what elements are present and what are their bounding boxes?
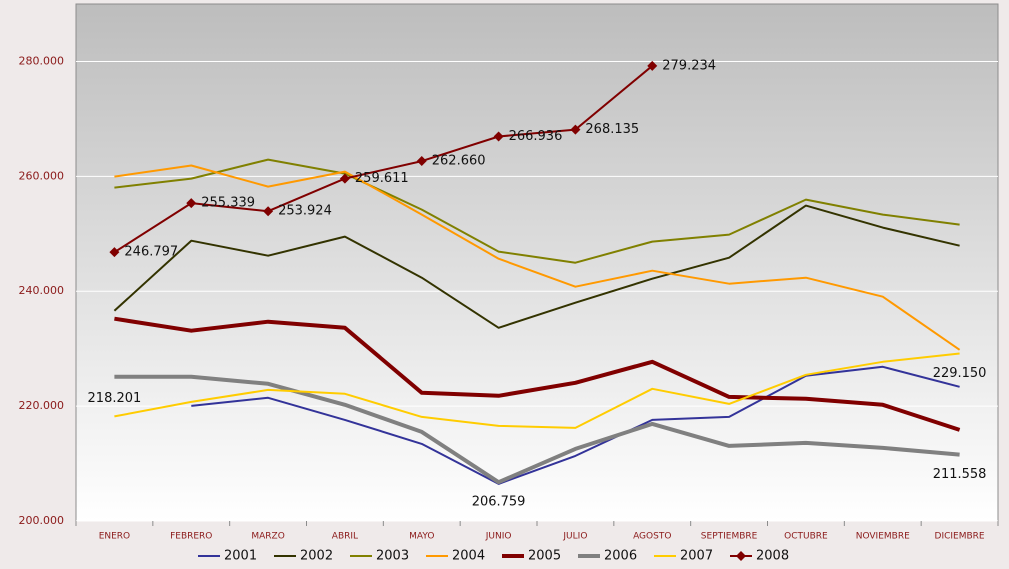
y-tick-label: 200.000	[19, 514, 65, 527]
marker	[493, 131, 504, 142]
data-label: 259.611	[355, 171, 409, 186]
legend-label: 2004	[452, 549, 485, 564]
data-label: 229.150	[933, 366, 987, 381]
series-line	[191, 365, 960, 485]
series-line	[114, 164, 961, 351]
legend-label: 2005	[528, 549, 561, 564]
legend-label: 2007	[680, 549, 713, 564]
series-line	[114, 352, 960, 429]
marker	[416, 156, 427, 167]
legend-label: 2006	[604, 549, 637, 564]
x-tick-label: SEPTIEMBRE	[701, 532, 758, 542]
legend-label: 2008	[756, 549, 789, 564]
series-line	[113, 65, 653, 254]
series-line	[113, 204, 960, 329]
y-tick-label: 260.000	[19, 169, 65, 182]
x-tick-label: OCTUBRE	[784, 532, 828, 542]
x-tick-label: FEBRERO	[170, 532, 212, 542]
x-tick-label: ENERO	[99, 532, 130, 542]
series-line	[114, 374, 960, 485]
marker	[570, 124, 581, 135]
marker	[186, 198, 197, 209]
x-tick-label: NOVIEMBRE	[856, 532, 910, 542]
data-label: 262.660	[432, 154, 486, 169]
legend-marker	[736, 551, 746, 561]
data-label: 255.339	[201, 196, 255, 211]
x-tick-label: MAYO	[409, 532, 434, 542]
data-label: 268.135	[585, 122, 639, 137]
legend-label: 2001	[224, 549, 257, 564]
x-tick-label: JULIO	[562, 532, 587, 542]
x-tick-label: JUNIO	[485, 532, 512, 542]
marker	[647, 60, 658, 71]
legend-label: 2003	[376, 549, 409, 564]
marker	[339, 173, 350, 184]
plot-area	[75, 3, 999, 522]
y-tick-label: 240.000	[19, 284, 65, 297]
series-line	[114, 158, 960, 264]
x-tick-label: AGOSTO	[633, 532, 671, 542]
data-label: 253.924	[278, 204, 332, 219]
marker	[263, 206, 274, 217]
series-line	[114, 316, 961, 432]
x-tick-label: DICIEMBRE	[935, 532, 985, 542]
data-label: 206.759	[472, 495, 526, 510]
y-tick-label: 280.000	[19, 54, 65, 67]
data-label: 218.201	[88, 391, 142, 406]
legend-label: 2002	[300, 549, 333, 564]
data-label: 211.558	[933, 467, 987, 482]
data-label: 246.797	[124, 245, 178, 260]
x-tick-label: MARZO	[251, 532, 284, 542]
y-tick-label: 220.000	[19, 399, 65, 412]
data-label: 279.234	[662, 58, 716, 73]
data-label: 266.936	[509, 129, 563, 144]
x-tick-label: ABRIL	[332, 532, 358, 542]
marker	[109, 247, 120, 258]
